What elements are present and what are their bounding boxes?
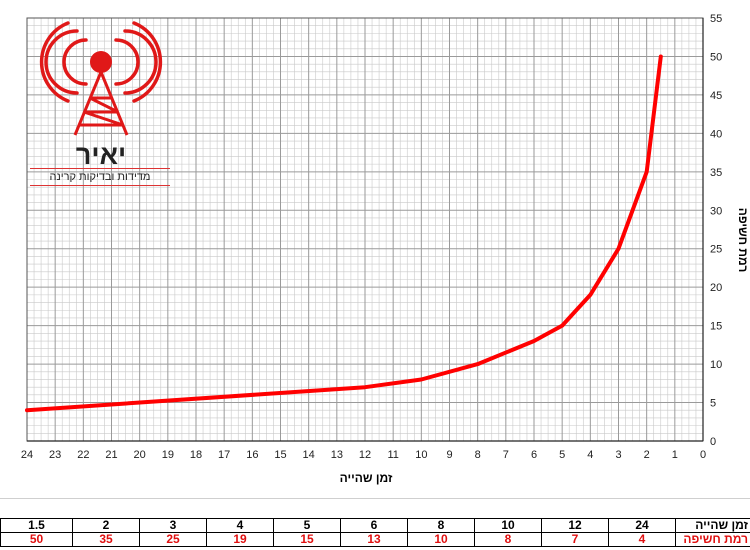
- y-tick-label: 20: [710, 282, 722, 294]
- table-cell: 2: [72, 518, 140, 533]
- table-cell: 8: [474, 532, 542, 547]
- y-tick-labels: 0 5 10 15 20 25 30 35 40 45 50 55: [710, 13, 722, 448]
- y-tick-label: 50: [710, 51, 722, 63]
- y-tick-label: 5: [710, 398, 716, 410]
- table-divider: [0, 498, 750, 499]
- x-tick-label: 2: [644, 449, 650, 461]
- radio-waves-icon: [39, 21, 163, 103]
- table-cell: 5: [273, 518, 341, 533]
- y-tick-label: 0: [710, 436, 716, 448]
- x-tick-label: 6: [531, 449, 537, 461]
- table-row-time: 1.5 2 3 4 5 6 8 10 12 24 זמן שהייה: [0, 518, 750, 533]
- table-cell: 35: [72, 532, 140, 547]
- antenna-tower-icon: [73, 51, 129, 136]
- x-tick-label: 18: [190, 449, 202, 461]
- y-tick-label: 30: [710, 205, 722, 217]
- radiation-tower-logo: [39, 21, 163, 136]
- x-tick-label: 1: [672, 449, 678, 461]
- table-cell: 12: [541, 518, 609, 533]
- y-tick-label: 45: [710, 90, 722, 102]
- table-cell: 6: [340, 518, 408, 533]
- exposure-series-line: [25, 54, 663, 413]
- table-cell: 25: [139, 532, 207, 547]
- table-cell: 15: [273, 532, 341, 547]
- x-tick-labels: 24 23 22 21 20 19 18 17 16 15 14 13 12 11 10 9 8 7 6 5 4 3 2 1 0: [21, 449, 706, 461]
- table-row-level: 50 35 25 19 15 13 10 8 7 4 רמת חשיפה: [0, 532, 750, 547]
- x-axis-label: זמן שהייה: [340, 471, 393, 485]
- x-tick-label: 22: [77, 449, 89, 461]
- table-cell: 4: [206, 518, 274, 533]
- table-cell: 3: [139, 518, 207, 533]
- logo-subtitle: מדידות ובדיקות קרינה: [49, 171, 151, 183]
- table-cell: 24: [608, 518, 676, 533]
- table-cell: 13: [340, 532, 408, 547]
- table-cell: 7: [541, 532, 609, 547]
- x-tick-label: 17: [218, 449, 230, 461]
- x-tick-label: 16: [246, 449, 258, 461]
- y-tick-label: 35: [710, 167, 722, 179]
- y-tick-label: 55: [710, 13, 722, 25]
- x-tick-label: 8: [475, 449, 481, 461]
- x-tick-label: 14: [303, 449, 315, 461]
- x-tick-label: 12: [359, 449, 371, 461]
- series-layer: [25, 54, 663, 413]
- x-tick-label: 11: [387, 449, 398, 461]
- table-row-header-time: זמן שהייה: [675, 518, 750, 533]
- table-cell: 10: [407, 532, 475, 547]
- y-tick-label: 15: [710, 321, 722, 333]
- table-cell: 19: [206, 532, 274, 547]
- y-tick-label: 10: [710, 359, 722, 371]
- x-tick-label: 21: [105, 449, 117, 461]
- exposure-chart: 24 23 22 21 20 19 18 17 16 15 14 13 12 11 10 9 8 7 6 5 4 3 2 1 0…: [21, 13, 750, 485]
- x-tick-label: 0: [700, 449, 706, 461]
- x-tick-label: 3: [615, 449, 621, 461]
- table-cell: 1.5: [0, 518, 73, 533]
- x-tick-label: 10: [415, 449, 427, 461]
- table-cell: 10: [474, 518, 542, 533]
- logo-rule-top: [30, 168, 170, 169]
- y-axis-label: רמת חשיפה: [736, 208, 750, 273]
- x-tick-label: 23: [49, 449, 61, 461]
- logo-title: יאיר: [75, 140, 127, 170]
- table-row-header-level: רמת חשיפה: [675, 532, 750, 547]
- table-cell: 8: [407, 518, 475, 533]
- x-tick-label: 15: [274, 449, 286, 461]
- table-cell: 50: [0, 532, 73, 547]
- x-tick-label: 4: [587, 449, 593, 461]
- axes: [26, 17, 704, 442]
- x-tick-label: 19: [162, 449, 174, 461]
- x-tick-label: 7: [503, 449, 509, 461]
- x-tick-label: 24: [21, 449, 33, 461]
- exposure-data-table: 1.5 2 3 4 5 6 8 10 12 24 זמן שהייה 50 35…: [0, 518, 750, 547]
- x-tick-label: 13: [331, 449, 343, 461]
- y-tick-label: 40: [710, 128, 722, 140]
- x-tick-label: 5: [559, 449, 565, 461]
- table-cell: 4: [608, 532, 676, 547]
- logo-rule-bottom: [30, 185, 170, 186]
- x-tick-label: 9: [446, 449, 452, 461]
- y-tick-label: 25: [710, 244, 722, 256]
- x-tick-label: 20: [134, 449, 146, 461]
